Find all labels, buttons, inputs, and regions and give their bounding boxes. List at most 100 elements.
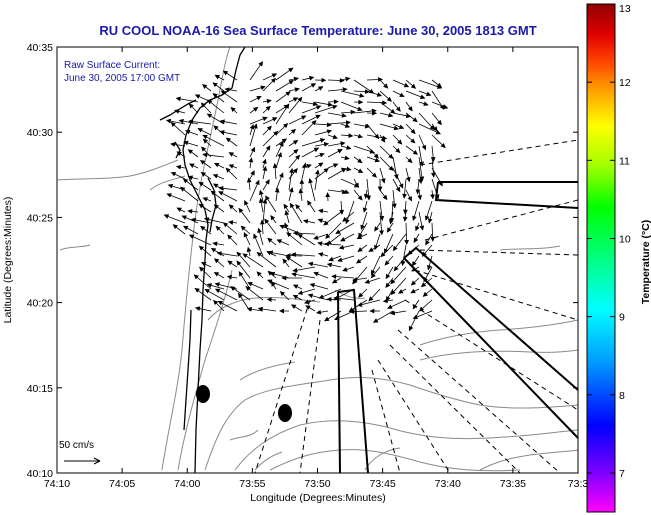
current-vector [405, 101, 413, 112]
current-vector [190, 217, 212, 224]
current-vector [301, 75, 315, 81]
current-vector [179, 186, 199, 202]
current-vector [236, 251, 251, 268]
current-vector [262, 145, 271, 158]
current-vector [178, 118, 199, 125]
current-vector [238, 207, 251, 224]
current-vector [387, 299, 407, 309]
current-vector [353, 99, 364, 105]
current-vector [317, 208, 329, 214]
current-vector [385, 277, 394, 288]
current-vector [249, 170, 255, 180]
current-vector [362, 200, 368, 213]
x-tick-label: 74:00 [174, 478, 200, 490]
current-vector [423, 266, 433, 283]
current-vector [246, 246, 252, 257]
current-vector [427, 211, 433, 224]
current-vector [224, 87, 238, 93]
current-vector [228, 220, 238, 225]
current-vector [392, 79, 410, 88]
current-vector [297, 233, 316, 246]
current-vector [202, 197, 212, 202]
x-tick-label: 73:3 [568, 478, 589, 490]
y-axis-label: Latitude (Degrees:Minutes) [2, 197, 14, 324]
current-vector [340, 233, 355, 242]
temperature-colorbar: 13 12 11 10 9 8 7 Temperature (°C) [586, 3, 651, 513]
current-vector [327, 149, 343, 158]
current-vector [262, 73, 278, 81]
current-vector [393, 255, 407, 272]
current-vector [392, 134, 403, 145]
current-vector [340, 76, 351, 82]
current-vector [286, 232, 303, 246]
current-vector [363, 189, 369, 199]
current-vector [337, 255, 355, 262]
current-vector [292, 230, 316, 236]
current-vector [188, 234, 212, 246]
current-vector [207, 99, 225, 114]
current-vector [353, 133, 364, 139]
current-vector [290, 304, 303, 312]
current-vector [238, 271, 251, 290]
current-vector [327, 134, 339, 140]
x-axis-ticks: 74:10 74:05 74:00 73:55 73:50 73:45 73:40 73:35… [44, 47, 589, 490]
current-vector [392, 123, 405, 129]
y-axis-ticks: 40:35 40:30 40:25 40:20 40:15 40:10 [27, 42, 578, 480]
current-vector [174, 109, 186, 114]
current-vector [390, 266, 407, 285]
current-vector [206, 113, 225, 125]
current-vector [219, 130, 238, 136]
current-vector [368, 244, 381, 252]
current-vector [369, 308, 381, 314]
current-vector [389, 310, 407, 316]
colorbar-tick-label: 13 [619, 3, 631, 15]
current-vector [183, 140, 199, 147]
current-vector [392, 145, 401, 154]
current-vector [292, 284, 303, 290]
current-vector [405, 90, 426, 99]
current-vector [372, 310, 394, 323]
current-vector [266, 297, 277, 303]
current-vector [327, 163, 339, 169]
current-vector [379, 145, 394, 160]
current-vector [200, 171, 212, 180]
current-vector [212, 174, 225, 180]
radar-range-lines [254, 139, 578, 473]
current-vector [420, 277, 433, 288]
y-tick-label: 40:30 [27, 127, 53, 139]
current-vector [353, 156, 363, 164]
current-vector [315, 309, 329, 315]
current-vector [264, 218, 277, 235]
current-vector [283, 203, 290, 213]
current-vector [379, 112, 394, 118]
current-vector [194, 306, 212, 312]
current-vector [262, 158, 267, 169]
current-vector [182, 178, 199, 191]
current-vector [226, 274, 238, 280]
current-vector [314, 142, 330, 147]
current-vector [249, 179, 260, 202]
current-vector [197, 128, 212, 136]
current-vector [333, 295, 355, 301]
current-vector [325, 192, 331, 202]
current-vector [314, 77, 327, 83]
current-vector [431, 134, 446, 149]
current-vector [357, 244, 368, 252]
current-vector [202, 134, 225, 147]
current-vector [301, 105, 322, 114]
current-vector [327, 87, 348, 92]
current-vector [366, 156, 381, 163]
current-vector [353, 178, 359, 189]
velocity-scale: 50 cm/s [59, 440, 101, 465]
current-vector [201, 84, 212, 92]
current-vector [342, 266, 355, 272]
current-vector [270, 281, 277, 290]
x-tick-label: 74:10 [44, 478, 70, 490]
current-vector [198, 203, 212, 213]
current-vector [424, 200, 433, 221]
figure-title: RU COOL NOAA-16 Sea Surface Temperature:… [99, 23, 536, 38]
current-vector [382, 298, 394, 304]
current-vector [288, 87, 300, 92]
colorbar-tick-label: 11 [619, 155, 630, 167]
current-vector [256, 271, 264, 279]
